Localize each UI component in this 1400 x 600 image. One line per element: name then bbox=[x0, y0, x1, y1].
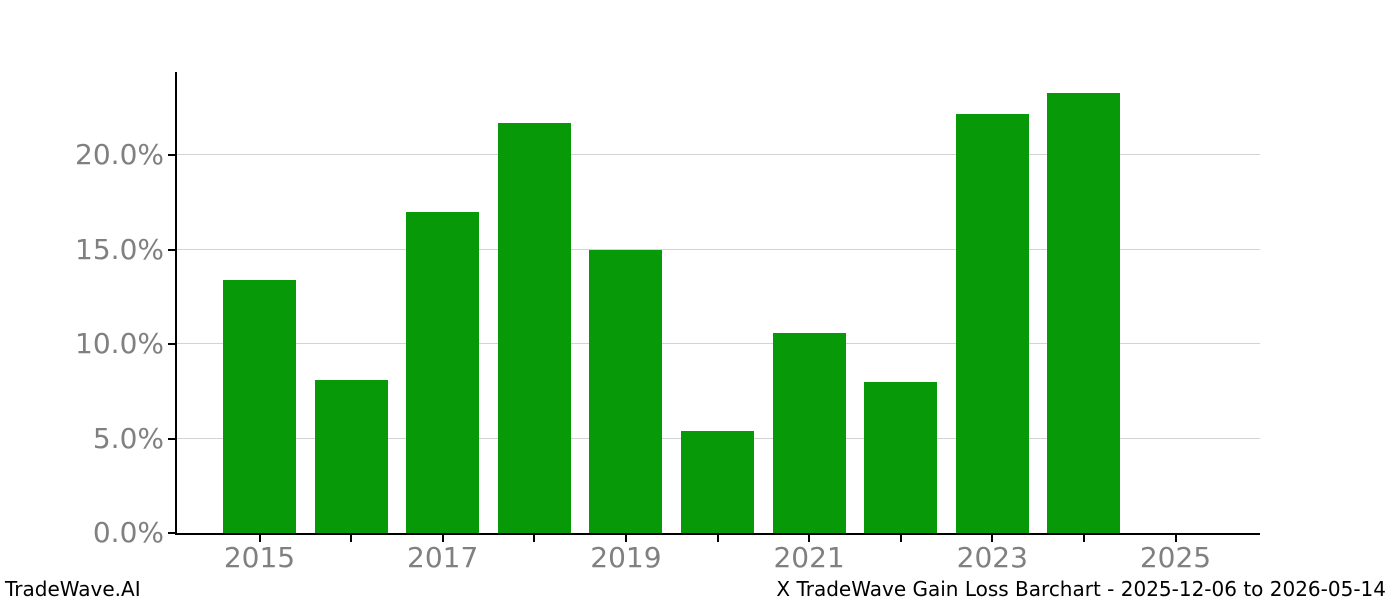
x-tick-label-2023: 2023 bbox=[956, 541, 1028, 574]
y-tick-15 bbox=[168, 248, 175, 251]
gridline-20 bbox=[176, 154, 1260, 156]
y-tick-label-15: 15.0% bbox=[75, 232, 164, 266]
bar-2020 bbox=[681, 431, 754, 533]
y-tick-10 bbox=[168, 343, 175, 346]
x-tick-2023 bbox=[991, 535, 994, 542]
x-tick-label-2025: 2025 bbox=[1139, 541, 1212, 574]
bar-2023 bbox=[955, 113, 1029, 533]
x-tick-2019 bbox=[624, 535, 627, 542]
bar-2022 bbox=[864, 381, 938, 533]
footer-caption: X TradeWave Gain Loss Barchart - 2025-12… bbox=[776, 577, 1386, 600]
y-tick-0 bbox=[168, 532, 175, 534]
bar-2017 bbox=[406, 212, 480, 533]
y-tick-label-0: 0.0% bbox=[92, 516, 164, 549]
y-tick-label-10: 10.0% bbox=[75, 327, 164, 361]
x-tick-label-2019: 2019 bbox=[590, 541, 662, 574]
x-tick-2017 bbox=[441, 535, 444, 542]
bar-2024 bbox=[1047, 93, 1121, 533]
x-tick-label-2017: 2017 bbox=[407, 541, 479, 574]
x-tick-2021 bbox=[808, 535, 811, 542]
gridline-10 bbox=[176, 343, 1260, 345]
y-tick-20 bbox=[168, 154, 175, 157]
x-tick-2016 bbox=[350, 535, 353, 542]
x-tick-2024 bbox=[1082, 535, 1085, 542]
y-axis-spine bbox=[175, 72, 177, 535]
bar-2021 bbox=[772, 332, 846, 533]
x-axis-spine bbox=[175, 533, 1260, 535]
y-tick-label-20: 20.0% bbox=[75, 138, 164, 172]
bar-2019 bbox=[589, 249, 663, 533]
x-tick-2022 bbox=[899, 535, 902, 542]
x-tick-2018 bbox=[533, 535, 536, 542]
x-tick-2015 bbox=[258, 535, 261, 542]
y-tick-label-5: 5.0% bbox=[92, 421, 164, 455]
bar-2018 bbox=[497, 123, 571, 533]
y-tick-5 bbox=[168, 437, 175, 440]
bar-2016 bbox=[314, 380, 388, 533]
x-tick-2020 bbox=[716, 535, 719, 542]
plot-area bbox=[176, 72, 1260, 533]
footer-brand: TradeWave.AI bbox=[5, 577, 141, 600]
bar-2015 bbox=[223, 280, 296, 533]
gridline-15 bbox=[176, 248, 1260, 250]
x-tick-label-2021: 2021 bbox=[773, 541, 845, 574]
x-tick-2025 bbox=[1174, 535, 1177, 542]
x-tick-label-2015: 2015 bbox=[223, 541, 296, 574]
